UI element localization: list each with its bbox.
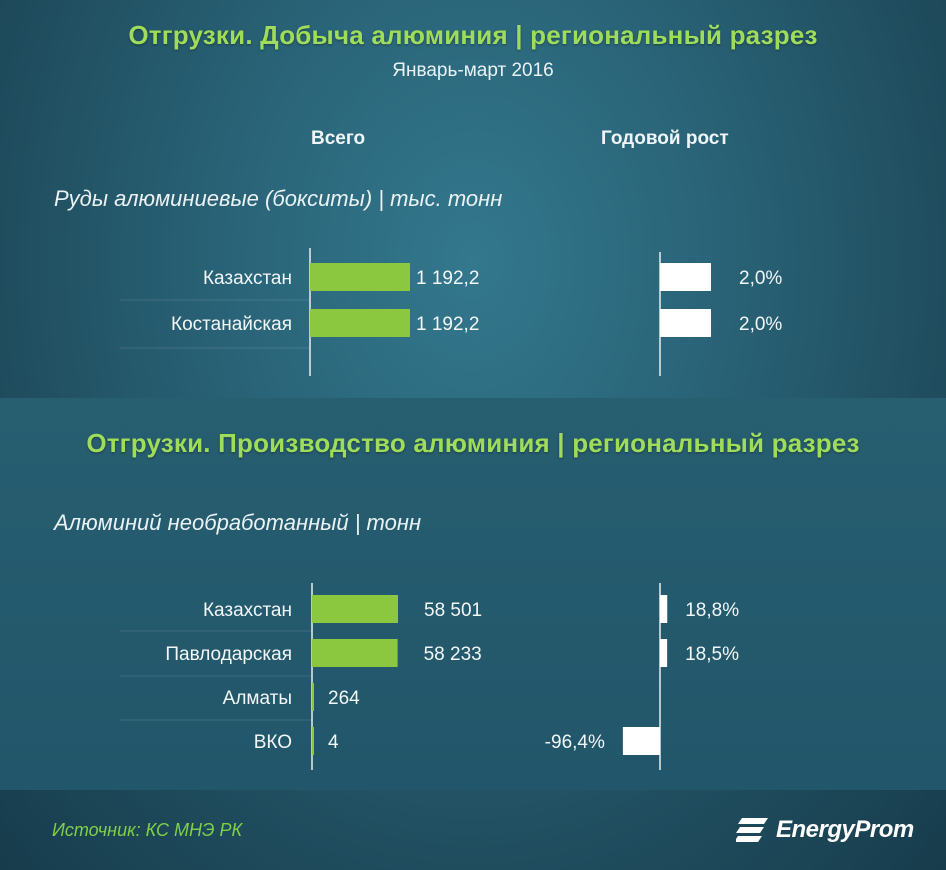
category-label: ВКО [254,732,292,753]
growth-value-label: 2,0% [739,314,782,335]
total-bar [312,595,398,623]
aluminium-section-title: Отгрузки. Производство алюминия | регион… [86,428,860,458]
total-value-label: 4 [328,732,339,753]
total-value-label: 1 192,2 [416,268,479,289]
energyprom-logo-text: EnergyProm [776,816,914,843]
category-label: Казахстан [203,600,292,621]
source-note: Источник: КС МНЭ РК [52,820,243,840]
growth-value-label: 2,0% [739,268,782,289]
category-label: Павлодарская [165,644,292,665]
total-bar [312,727,314,755]
aluminium-panel [0,398,946,790]
column-header-total: Всего [311,128,366,149]
total-value-label: 58 501 [424,600,482,621]
category-label: Костанайская [171,314,292,335]
total-value-label: 264 [328,688,360,709]
total-bar [310,309,410,337]
growth-value-label: 18,5% [685,644,739,665]
growth-bar [660,595,668,623]
growth-bar [660,263,711,291]
total-bar [312,683,314,711]
total-value-label: 58 233 [424,644,482,665]
growth-bar [660,309,711,337]
aluminium-section-label: Алюминий необработанный | тонн [54,510,422,535]
energyprom-logo-icon [736,818,768,842]
energyprom-logo: EnergyProm [736,812,914,848]
page-subtitle: Январь-март 2016 [392,60,554,81]
total-bar [312,639,398,667]
growth-bar [622,727,660,755]
total-bar [310,263,410,291]
total-value-label: 1 192,2 [416,314,479,335]
growth-value-label: 18,8% [685,600,739,621]
page-title: Отгрузки. Добыча алюминия | региональный… [128,20,818,50]
bauxite-section-label: Руды алюминиевые (бокситы) | тыс. тонн [54,186,503,211]
category-label: Казахстан [203,268,292,289]
growth-bar [660,639,668,667]
growth-value-label: -96,4% [545,732,605,753]
column-header-growth: Годовой рост [601,128,729,149]
category-label: Алматы [223,688,292,709]
